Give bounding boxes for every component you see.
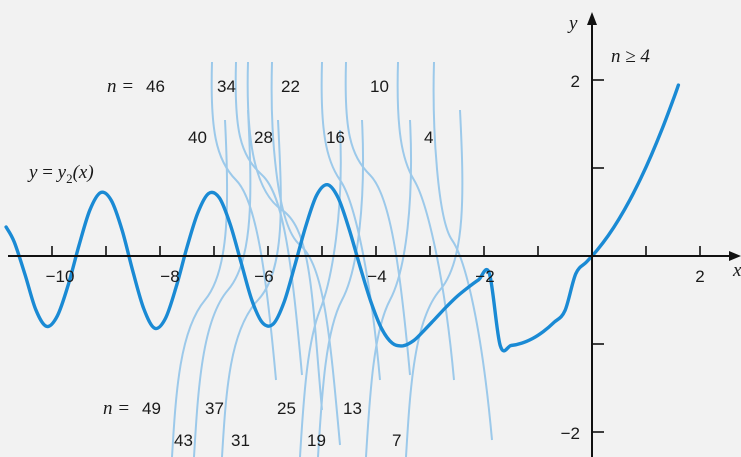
x-axis-arrow	[729, 251, 741, 261]
x-tick-label: −10	[46, 267, 75, 286]
x-tick-label: −6	[254, 267, 273, 286]
y-axis-ticks	[592, 79, 604, 433]
curve-label-28: 28	[254, 128, 273, 147]
curve-label-4: 4	[424, 128, 433, 147]
y-tick-label: −2	[561, 424, 580, 443]
curve-label-19: 19	[307, 431, 326, 450]
approx-curve-lower	[317, 119, 364, 457]
curve-label-13: 13	[343, 399, 362, 418]
curve-label-16: 16	[326, 128, 345, 147]
curve-label-49: 49	[142, 399, 161, 418]
curve-label-n-eq: n =	[103, 398, 130, 419]
approx-curve-upper	[432, 61, 493, 441]
x-tick-label: −8	[160, 267, 179, 286]
approx-curve-upper	[344, 61, 411, 376]
approx-curve-lower	[405, 109, 464, 457]
curve-label-40: 40	[188, 128, 207, 147]
curve-label-n-ge-4: n ≥ 4	[611, 46, 650, 67]
curve-label-7: 7	[392, 431, 401, 450]
curve-label-22: 22	[281, 77, 300, 96]
curve-label-37: 37	[205, 399, 224, 418]
x-tick-label: 2	[695, 267, 704, 286]
curve-label-25: 25	[277, 399, 296, 418]
series-label-y2: y = y2(x)	[27, 162, 94, 186]
approx-curve-lower	[193, 109, 252, 457]
approx-curve-upper	[234, 61, 303, 376]
y-axis-arrow	[587, 12, 597, 25]
approx-curve-lower	[171, 119, 229, 457]
curve-label-46: 46	[146, 77, 165, 96]
curve-label-43: 43	[174, 431, 193, 450]
x-axis-label: x	[732, 260, 741, 281]
approx-curve-lower	[221, 119, 282, 457]
approximation-curves	[171, 61, 493, 457]
y-axis-label: y	[567, 13, 578, 34]
y2-solution-curve	[4, 83, 681, 353]
x-tick-label: −4	[367, 267, 386, 286]
curve-label-n-eq: n =	[107, 76, 134, 97]
curve-label-34: 34	[217, 77, 236, 96]
approx-curve-upper	[210, 61, 277, 381]
x-axis-ticks	[51, 246, 701, 256]
y-tick-label: 2	[571, 72, 580, 91]
curve-label-31: 31	[231, 431, 250, 450]
curve-label-10: 10	[370, 77, 389, 96]
approx-curve-lower	[365, 119, 412, 457]
approx-curve-upper	[396, 61, 455, 381]
x-tick-label: −2	[475, 267, 494, 286]
